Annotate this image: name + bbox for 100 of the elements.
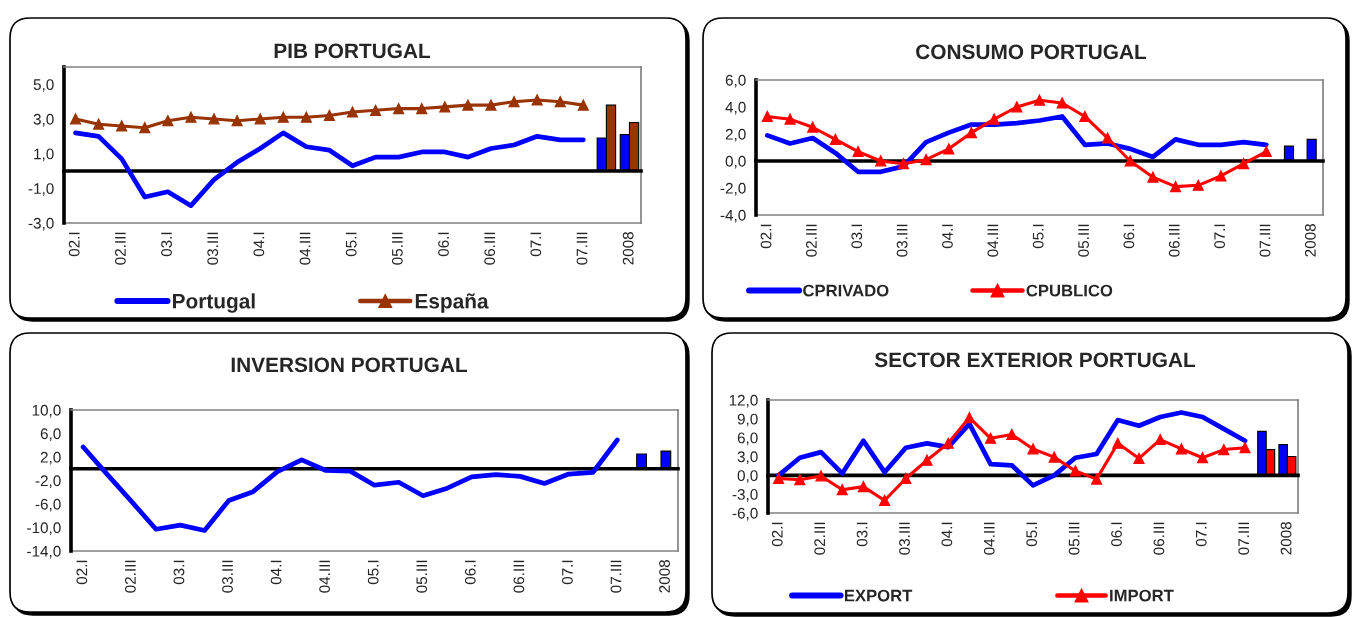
point: [852, 145, 864, 158]
y-tick-label: 3,0: [33, 113, 54, 127]
point: [370, 104, 382, 116]
point: [1239, 442, 1251, 454]
point: [1027, 443, 1039, 455]
point: [875, 155, 887, 167]
x-tick-label: 02.I: [76, 560, 88, 585]
point: [773, 472, 785, 485]
x-tick-label: 04.I: [270, 560, 282, 585]
x-tick-label: 06.III: [513, 560, 525, 593]
legend-label: EXPORT: [844, 589, 913, 602]
chart-title: SECTOR EXTERIOR PORTUGAL: [874, 352, 1196, 368]
legend-label: CPRIVADO: [803, 284, 889, 297]
x-tick-label: 03.III: [207, 232, 219, 265]
x-tick-label: 07.I: [530, 232, 542, 257]
y-tick-label: 9,0: [737, 413, 758, 427]
x-tick-label: 05.I: [367, 560, 379, 585]
point: [231, 115, 243, 127]
point: [139, 122, 151, 134]
chart-title: PIB PORTUGAL: [274, 43, 431, 59]
x-tick-label: 05.III: [416, 560, 428, 593]
point: [921, 454, 933, 466]
point: [1215, 170, 1227, 182]
y-tick-label: -6,0: [732, 507, 758, 521]
x-tick-label: 05.III: [1068, 522, 1080, 555]
point: [942, 437, 954, 449]
point: [393, 103, 405, 115]
x-tick-label: 05.I: [1032, 224, 1044, 249]
chart-title: INVERSION PORTUGAL: [231, 357, 467, 373]
point: [807, 121, 819, 133]
x-tick-label: 03.III: [222, 560, 233, 593]
x-tick-label: 07.III: [1259, 224, 1271, 257]
x-tick-label: 03.I: [161, 232, 172, 257]
x-tick-label: 06.III: [484, 232, 496, 265]
point: [69, 113, 82, 125]
point: [1011, 101, 1023, 113]
x-tick-label: 06.I: [1111, 522, 1122, 547]
point: [531, 94, 543, 106]
point: [963, 412, 975, 424]
x-tick-label: 07.III: [1238, 522, 1250, 555]
x-tick-label: 07.III: [610, 560, 622, 593]
point: [554, 96, 566, 108]
point: [1006, 428, 1018, 441]
legend-label: Portugal: [173, 293, 255, 313]
y-tick-label: -6,0: [35, 498, 61, 512]
x-tick-label: 07.I: [562, 560, 573, 585]
x-tick-label: 07.I: [1195, 522, 1207, 547]
point: [254, 113, 266, 125]
x-tick-label: 05.I: [1026, 522, 1038, 547]
x-tick-label: 04.III: [319, 560, 331, 593]
x-tick-label: 2008: [1280, 521, 1292, 555]
point: [93, 118, 105, 130]
y-tick-label: 10,0: [32, 404, 61, 418]
x-tick-label: 03.I: [173, 560, 185, 585]
point: [761, 110, 773, 123]
point: [439, 101, 451, 113]
x-tick-label: 06.III: [1168, 224, 1180, 257]
y-tick-label: 2,0: [725, 128, 746, 142]
point: [897, 158, 909, 170]
x-tick-label: 03.I: [856, 522, 868, 547]
point: [1192, 179, 1204, 191]
x-tick-label: 02.III: [114, 232, 126, 265]
point: [1133, 452, 1145, 464]
point: [829, 133, 841, 145]
x-tick-label: 04.I: [253, 232, 265, 257]
point: [857, 481, 869, 493]
point: [920, 154, 932, 166]
point: [462, 99, 474, 111]
y-tick-label: -4,0: [720, 209, 746, 223]
point: [1048, 451, 1060, 463]
point: [1101, 132, 1114, 144]
point: [1218, 444, 1230, 456]
point: [300, 111, 312, 123]
y-tick-label: 6,0: [737, 432, 758, 446]
x-tick-label: 07.III: [576, 232, 588, 265]
point: [185, 111, 197, 123]
y-tick-label: 0,0: [725, 155, 746, 169]
point: [162, 115, 174, 127]
point: [1154, 433, 1166, 446]
point: [323, 109, 335, 122]
point: [1056, 97, 1068, 109]
point: [988, 113, 1000, 125]
x-tick-label: 2008: [1304, 223, 1316, 257]
point: [1175, 443, 1187, 455]
legend-label: España: [415, 293, 489, 313]
point: [1260, 145, 1272, 158]
y-tick-label: -3,0: [732, 489, 758, 502]
point: [208, 113, 220, 125]
x-tick-label: 04.III: [987, 224, 999, 257]
x-tick-label: 05.III: [1078, 224, 1089, 257]
legend-label: CPUBLICO: [1026, 284, 1113, 297]
point: [1197, 452, 1209, 464]
point: [900, 472, 912, 485]
point: [485, 99, 497, 111]
point: [965, 127, 978, 139]
y-tick-label: 6,0: [725, 74, 746, 88]
point: [815, 470, 827, 482]
point: [508, 96, 520, 108]
x-tick-label: 06.I: [464, 560, 476, 585]
point: [1069, 465, 1081, 477]
